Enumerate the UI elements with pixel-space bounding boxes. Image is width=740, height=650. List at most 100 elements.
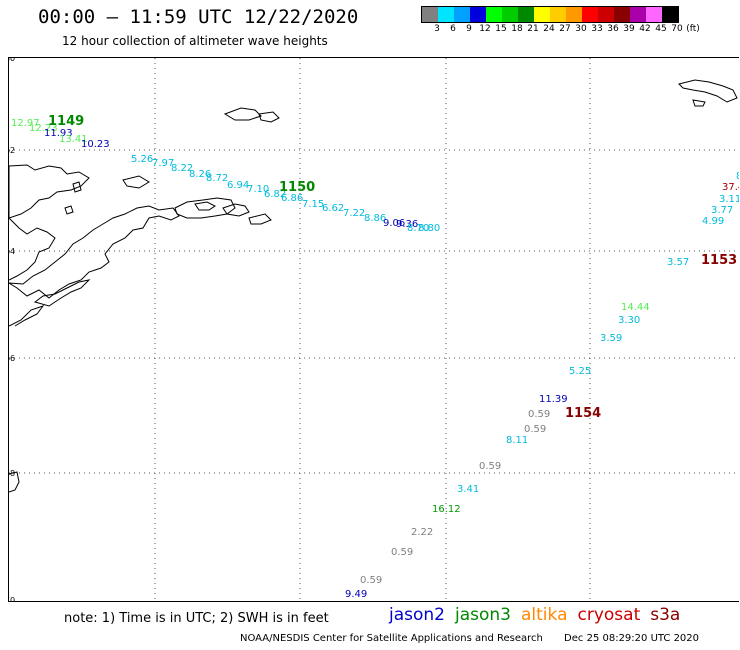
island-10	[678, 79, 738, 103]
wave-height-label: 3.41	[457, 484, 479, 495]
legend-label: 36	[607, 24, 619, 34]
lat-label: -66	[9, 354, 15, 363]
island-3	[222, 203, 250, 217]
footer-timestamp: Dec 25 08:29:20 UTC 2020	[564, 633, 700, 644]
track-number-label: 1150	[279, 180, 315, 195]
wave-height-label: 8.72	[206, 173, 228, 184]
wave-height-label: 11.93	[44, 128, 73, 139]
wave-height-label: 8.80	[418, 223, 440, 234]
track-number-label: 1149	[48, 114, 84, 129]
footer-credit: NOAA/NESDIS Center for Satellite Applica…	[240, 633, 543, 644]
legend-swatch	[454, 7, 470, 22]
wave-height-label: 37.4	[722, 182, 739, 193]
track-labels-layer: 1149 1150 1153 1154	[48, 114, 737, 421]
island-1	[174, 197, 236, 219]
island-11	[692, 99, 706, 107]
wave-height-label: 6.86	[281, 193, 303, 204]
legend-label: 21	[527, 24, 539, 34]
legend-swatch	[534, 7, 550, 22]
wave-height-label: 6.94	[227, 180, 249, 191]
wave-height-label: 7.15	[302, 199, 324, 210]
wave-height-label: 11.39	[539, 394, 568, 405]
wave-height-label: 8.26	[189, 169, 211, 180]
lat-label: -64	[9, 247, 15, 256]
legend-swatch	[422, 7, 438, 22]
axis-labels-layer: -60-62-64-66-68-70-60-57-54-51-48-45	[2, 54, 740, 617]
legend-label: 30	[575, 24, 587, 34]
legend-swatch	[438, 7, 454, 22]
legend-swatch	[582, 7, 598, 22]
wave-height-label: 3.59	[600, 333, 622, 344]
wave-height-label: 9.06	[383, 218, 405, 229]
lat-label: -60	[9, 58, 15, 63]
peninsula-coast-3	[8, 205, 180, 299]
island-12	[8, 471, 20, 493]
legend-label: 12	[479, 24, 491, 34]
legend-swatch	[518, 7, 534, 22]
map-panel: 12.97 12.23 11.93 13.41 10.23 5.26 7.97 8.22 8.2…	[2, 54, 740, 617]
wave-height-label: 0.59	[391, 547, 413, 558]
track-number-label: 1153	[701, 253, 737, 268]
legend-label: 42	[639, 24, 651, 34]
legend-swatch	[550, 7, 566, 22]
island-2	[194, 201, 216, 211]
legend-label: 3	[434, 24, 440, 34]
legend-label: 33	[591, 24, 603, 34]
lat-lon-grid	[9, 58, 739, 601]
lat-label: -68	[9, 469, 15, 478]
wave-height-label: 3.57	[667, 257, 689, 268]
island-4	[248, 213, 272, 225]
note-text: note: 1) Time is in UTC; 2) SWH is in fe…	[64, 611, 329, 626]
legend-swatch	[470, 7, 486, 22]
legend-swatch	[662, 7, 678, 22]
legend-swatch	[598, 7, 614, 22]
page-subtitle: 12 hour collection of altimeter wave hei…	[62, 34, 328, 48]
track-number-label: 1154	[565, 406, 601, 421]
wave-height-label: 0.59	[479, 461, 501, 472]
lat-label: -62	[9, 146, 15, 155]
satellite-name-s3a: s3a	[650, 605, 681, 625]
wave-height-label: 16.12	[432, 504, 461, 515]
wave-height-label: 12.23	[29, 123, 58, 134]
island-7	[122, 175, 150, 189]
legend-swatch	[566, 7, 582, 22]
wave-height-label: 8.86	[364, 213, 386, 224]
satellite-name-jason2: jason2	[389, 605, 445, 625]
wave-height-label: 6.62	[322, 203, 344, 214]
legend-label: 6	[450, 24, 456, 34]
wave-height-label: 7.97	[152, 158, 174, 169]
wave-height-label: 3.77	[711, 205, 733, 216]
satellite-legend: jason2 jason3 altika cryosat s3a	[389, 605, 690, 625]
wave-height-label: 8.70	[407, 223, 429, 234]
wave-height-label: 2.22	[411, 527, 433, 538]
peninsula-coast-4	[33, 279, 91, 307]
legend-label: 70	[671, 24, 683, 34]
wave-height-label: 7.22	[343, 208, 365, 219]
coastline	[8, 79, 738, 493]
island-8	[72, 181, 82, 193]
island-6	[258, 111, 280, 123]
legend-label: 15	[495, 24, 507, 34]
page-title: 00:00 – 11:59 UTC 12/22/2020	[38, 6, 359, 28]
legend-label: 24	[543, 24, 555, 34]
legend-swatch	[646, 7, 662, 22]
legend-label: 27	[559, 24, 571, 34]
wave-height-label: 14.44	[621, 302, 650, 313]
legend-label: 45	[655, 24, 667, 34]
wave-height-label: 3.30	[618, 315, 640, 326]
peninsula-coast-2	[8, 217, 56, 281]
wave-height-label: 6.82	[264, 189, 286, 200]
footer: NOAA/NESDIS Center for Satellite Applica…	[240, 633, 699, 644]
satellite-name-jason3: jason3	[455, 605, 511, 625]
antarctic-peninsula-coast	[8, 164, 90, 219]
legend-label: (ft)	[686, 24, 700, 34]
legend-swatch	[630, 7, 646, 22]
wave-height-label: 8	[736, 171, 739, 182]
legend-label: 18	[511, 24, 523, 34]
wave-height-label: 5.25	[569, 366, 591, 377]
wave-height-label: 8.11	[506, 435, 528, 446]
peninsula-coast-5	[8, 305, 45, 327]
wave-height-label: 13.41	[59, 134, 88, 145]
wave-height-label: 5.26	[131, 154, 153, 165]
